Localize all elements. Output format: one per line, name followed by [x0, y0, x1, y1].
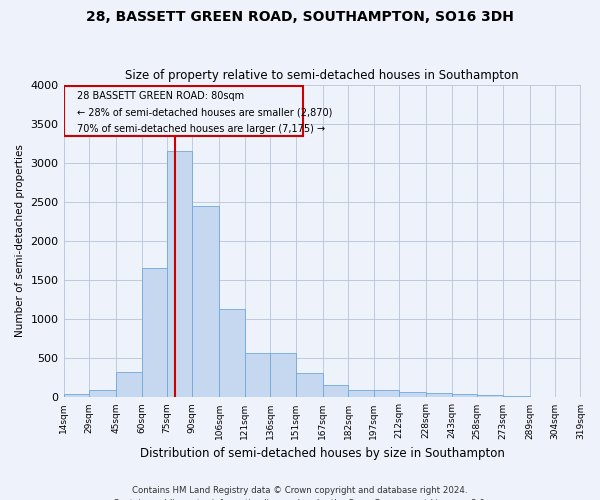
Y-axis label: Number of semi-detached properties: Number of semi-detached properties: [15, 144, 25, 338]
Bar: [399, 392, 426, 398]
Text: 28 BASSETT GREEN ROAD: 80sqm: 28 BASSETT GREEN ROAD: 80sqm: [77, 91, 244, 101]
Bar: [167, 151, 193, 398]
Text: 28, BASSETT GREEN ROAD, SOUTHAMPTON, SO16 3DH: 28, BASSETT GREEN ROAD, SOUTHAMPTON, SO1…: [86, 10, 514, 24]
Bar: [64, 394, 89, 398]
X-axis label: Distribution of semi-detached houses by size in Southampton: Distribution of semi-detached houses by …: [140, 447, 505, 460]
Text: ← 28% of semi-detached houses are smaller (2,870): ← 28% of semi-detached houses are smalle…: [77, 107, 332, 117]
Bar: [193, 206, 220, 398]
Bar: [426, 393, 452, 398]
FancyBboxPatch shape: [64, 86, 302, 136]
Bar: [245, 353, 271, 398]
Bar: [452, 394, 477, 398]
Text: Contains public sector information licensed under the Open Government Licence v3: Contains public sector information licen…: [113, 498, 487, 500]
Bar: [142, 268, 167, 398]
Bar: [530, 397, 555, 398]
Title: Size of property relative to semi-detached houses in Southampton: Size of property relative to semi-detach…: [125, 69, 519, 82]
Bar: [116, 372, 142, 398]
Bar: [271, 353, 296, 398]
Bar: [477, 396, 503, 398]
Bar: [503, 396, 530, 398]
Bar: [220, 309, 245, 398]
Text: Contains HM Land Registry data © Crown copyright and database right 2024.: Contains HM Land Registry data © Crown c…: [132, 486, 468, 495]
Bar: [296, 373, 323, 398]
Bar: [323, 385, 348, 398]
Bar: [348, 390, 374, 398]
Text: 70% of semi-detached houses are larger (7,175) →: 70% of semi-detached houses are larger (…: [77, 124, 325, 134]
Bar: [89, 390, 116, 398]
Bar: [374, 390, 399, 398]
